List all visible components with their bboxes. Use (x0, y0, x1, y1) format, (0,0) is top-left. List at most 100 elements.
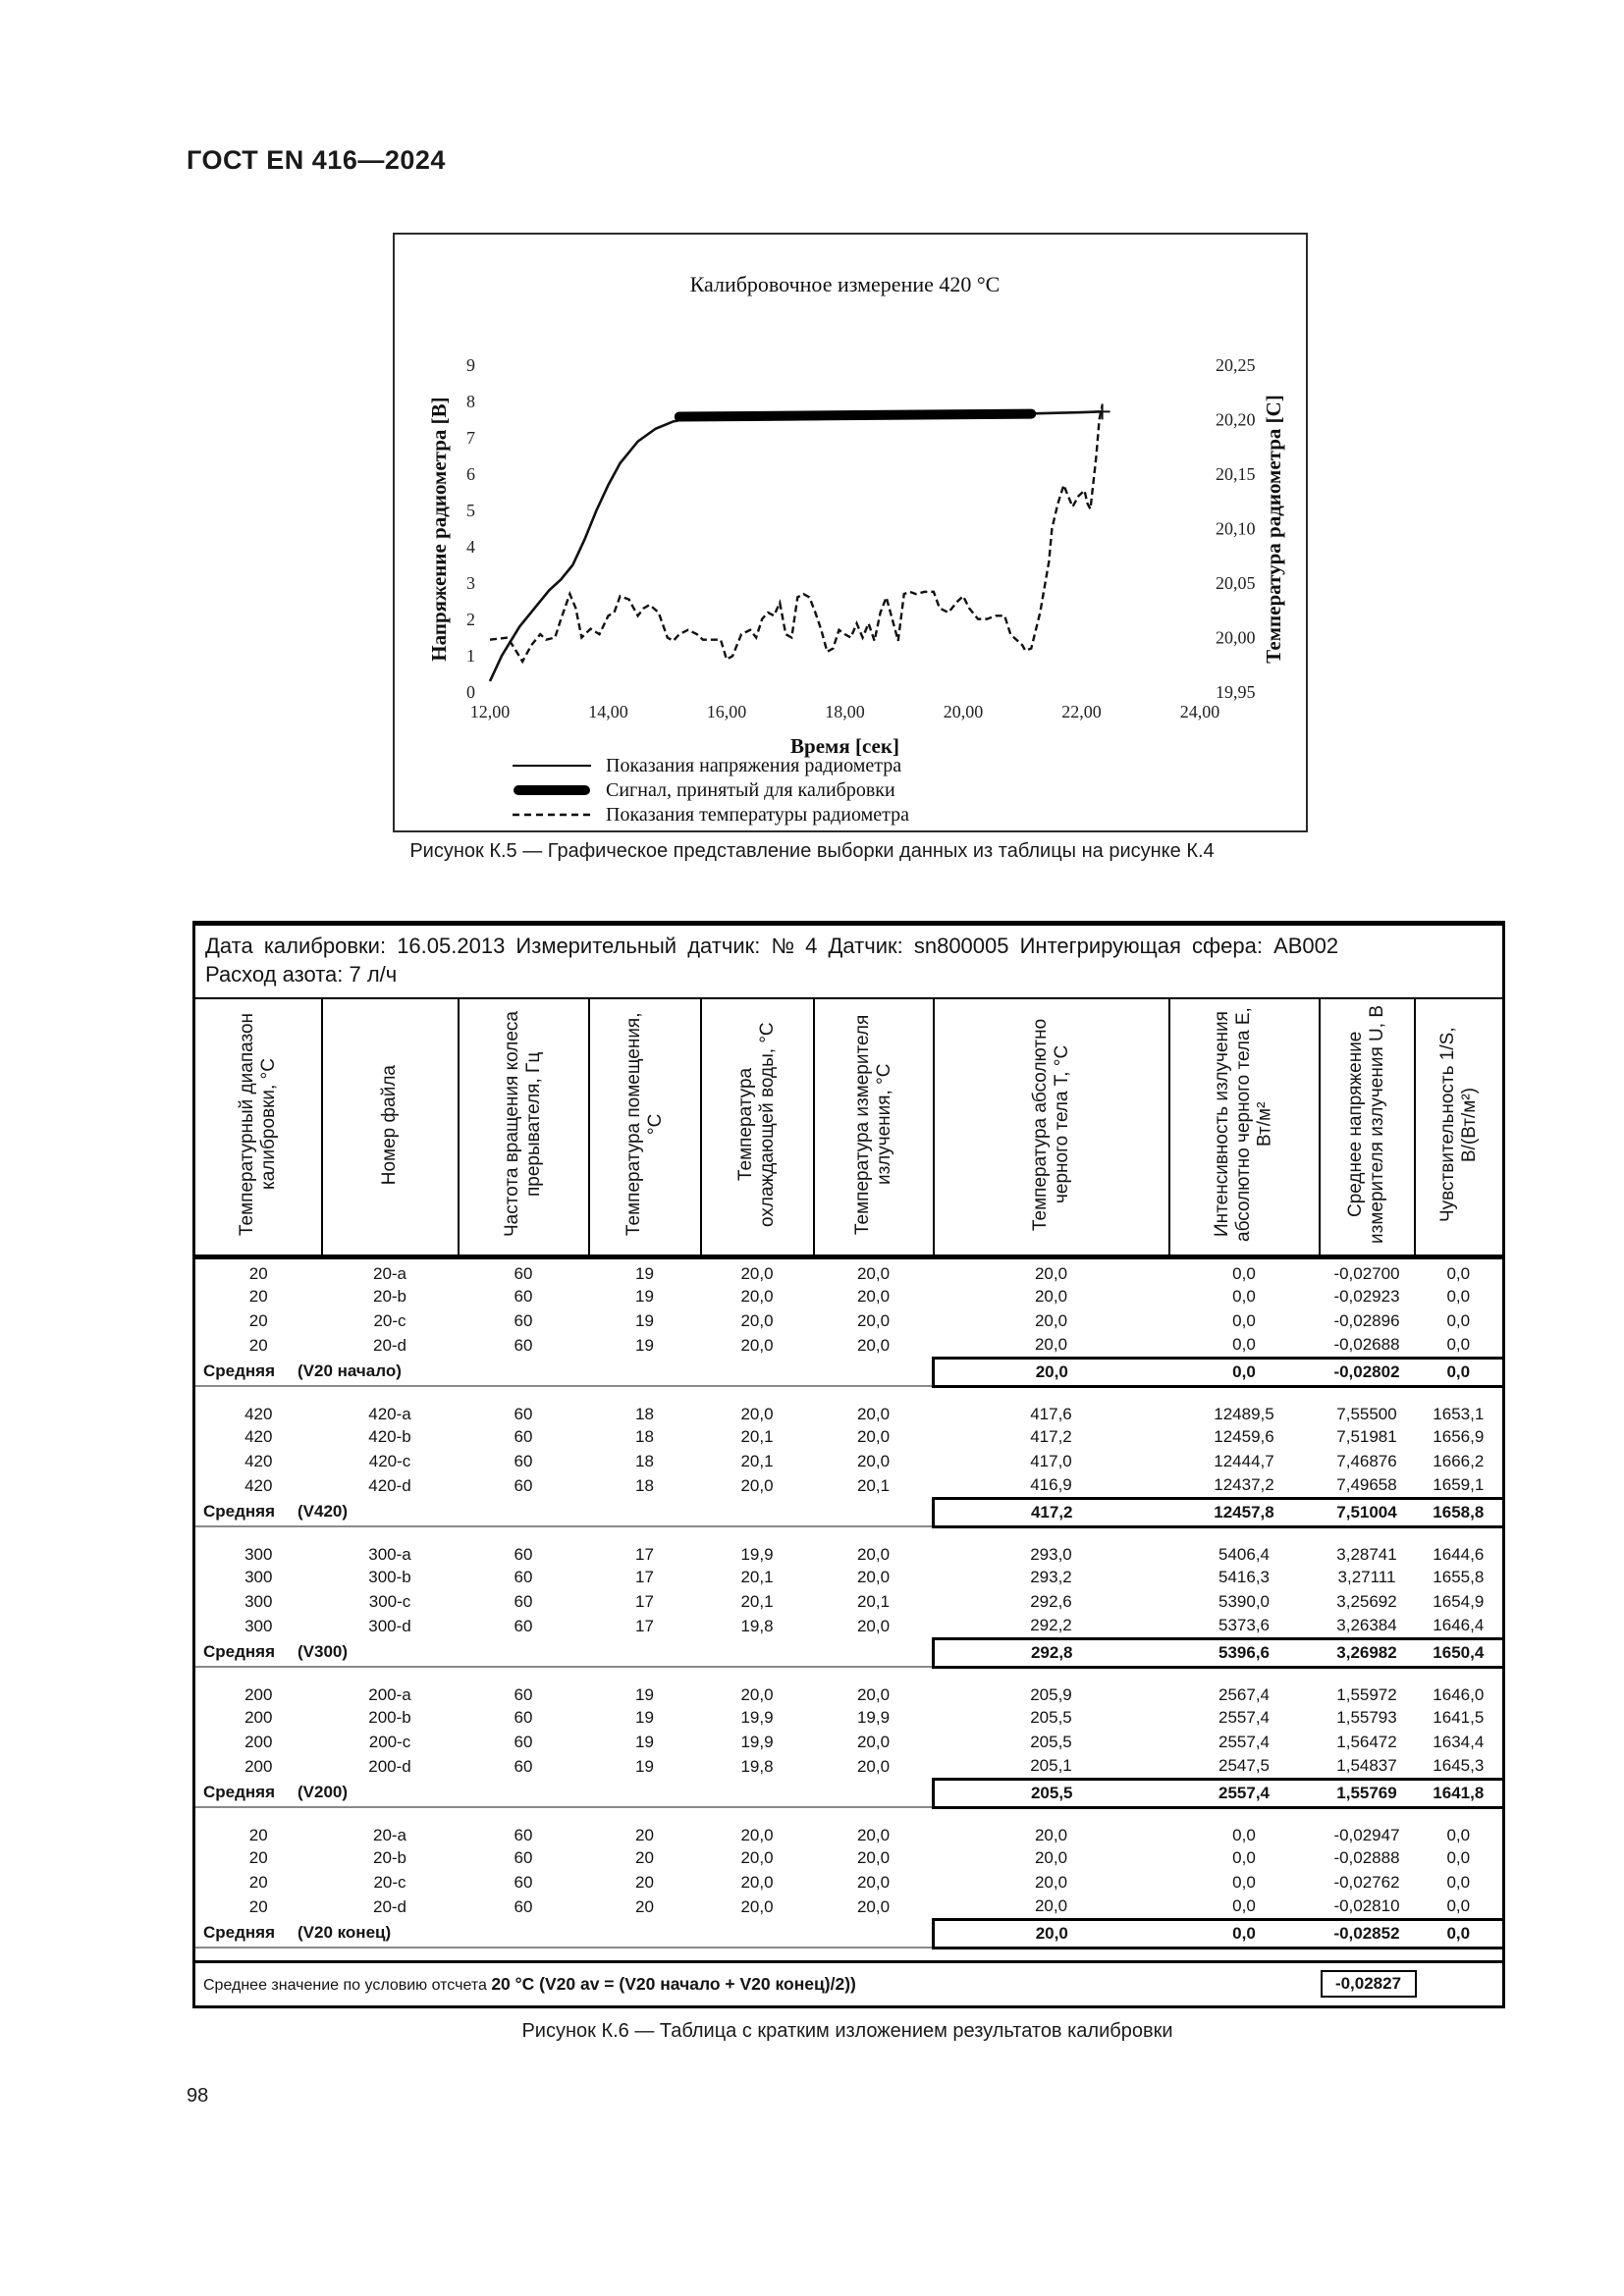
group-separator-row (193, 1947, 1504, 1962)
table-cell: 3,25692 (1336, 1591, 1397, 1611)
table-cell: 200-b (368, 1707, 411, 1727)
average-value-cell: 3,26982 (1319, 1636, 1415, 1669)
table-cell: 20 (248, 1335, 268, 1355)
legend-label: Показания напряжения радиометра (606, 755, 901, 776)
table-cell: 60 (514, 1591, 533, 1611)
table-cell: 20,0 (856, 1847, 891, 1867)
table-cell: 20,1 (856, 1475, 891, 1495)
table-cell: 20,0 (856, 1896, 891, 1916)
table-cell: 20,0 (740, 1335, 774, 1355)
left-axis-tick: 6 (466, 464, 475, 484)
average-row: Средняя (V20 конец) 20,0 0,0 -0,02852 0,0 (194, 1917, 1506, 1949)
table-cell: 19 (635, 1707, 654, 1727)
column-header-text: Температура абсолютно черного тела Т, °С (1029, 1018, 1072, 1231)
table-cell: 20,0 (740, 1264, 774, 1284)
table-cell: 1653,1 (1433, 1405, 1485, 1424)
table-row: 420 420-b 60 18 20,1 20,0 417,2 12459,6 7,51981 1… (194, 1424, 1504, 1449)
table-cell: 20 (248, 1872, 268, 1892)
table-cell: 300 (244, 1591, 273, 1611)
table-cell: 1634,4 (1433, 1732, 1485, 1751)
table-cell: 1659,1 (1433, 1474, 1485, 1494)
table-cell: 20,0 (1034, 1334, 1068, 1354)
table-row: 20 20-c 60 20 20,0 20,0 20,0 0,0 -0,02762 0,0 (194, 1870, 1504, 1895)
table-cell: 20,0 (740, 1896, 774, 1916)
table-cell: 205,5 (1030, 1707, 1072, 1727)
table-cell: -0,02888 (1333, 1847, 1400, 1867)
table-cell: 0,0 (1232, 1286, 1256, 1306)
table-cell: 19 (635, 1685, 654, 1705)
table-cell: 20 (635, 1847, 654, 1867)
table-cell: 0,0 (1446, 1264, 1471, 1284)
table-row: 20 20-a 60 19 20,0 20,0 20,0 0,0 -0,02700 0,0 (194, 1257, 1504, 1285)
table-cell: 0,0 (1232, 1872, 1256, 1892)
table-cell: 2567,4 (1218, 1685, 1270, 1705)
average-row: Средняя (V300) 292,8 5396,6 3,26982 1650,4 (194, 1636, 1506, 1669)
column-header: Температура измерителя излучения, °С (812, 997, 935, 1260)
table-cell: 420-a (368, 1405, 411, 1424)
right-axis-tick: 20,05 (1216, 573, 1256, 593)
table-cell: 20 (248, 1896, 268, 1916)
table-cell: 17 (635, 1567, 654, 1586)
x-axis-tick: 12,00 (470, 702, 511, 721)
table-cell: 17 (635, 1591, 654, 1611)
table-cell: 20,0 (1034, 1286, 1068, 1306)
table-cell: 20,0 (856, 1872, 891, 1892)
table-cell: 0,0 (1232, 1310, 1256, 1330)
table-cell: 19 (635, 1732, 654, 1751)
table-cell: 0,0 (1446, 1872, 1471, 1892)
end-marker-cross (1094, 403, 1110, 420)
summary-row: Среднее значение по условию отсчета 20 °… (193, 1959, 1504, 2007)
table-cell: 0,0 (1446, 1896, 1471, 1915)
table-cell: 0,0 (1232, 1826, 1256, 1845)
left-axis-tick: 5 (466, 501, 475, 520)
table-cell: 420 (244, 1451, 273, 1470)
table-cell: 7,51981 (1336, 1426, 1397, 1446)
left-axis-tick: 7 (466, 428, 475, 448)
table-cell: 3,28741 (1336, 1545, 1397, 1565)
column-header-text: Температурный диапазон калибровки, °С (236, 1013, 279, 1237)
average-sublabel: (V20 начало) (298, 1362, 402, 1381)
table-cell: 300 (244, 1567, 273, 1586)
column-header: Интенсивность излучения абсолютно черног… (1167, 997, 1321, 1260)
table-row: 20 20-a 60 20 20,0 20,0 20,0 0,0 -0,02947 0,0 (194, 1821, 1504, 1845)
chart-title: Калибровочное измерение 420 °С (690, 272, 1001, 296)
right-axis-tick: 20,25 (1216, 355, 1256, 375)
average-value-cell: 292,8 (932, 1636, 1169, 1669)
table-cell: 2557,4 (1218, 1732, 1270, 1751)
table-cell: 19,8 (740, 1756, 774, 1776)
right-axis-tick: 19,95 (1216, 682, 1256, 702)
column-header-text: Номер файла (379, 1064, 401, 1185)
right-axis-tick: 20,00 (1216, 628, 1256, 648)
average-value-cell: 5396,6 (1168, 1636, 1320, 1669)
table-cell: 20,1 (740, 1591, 774, 1611)
column-header-text: Интенсивность излучения абсолютно черног… (1212, 1007, 1275, 1243)
table-cell: 1655,8 (1433, 1567, 1485, 1586)
column-header: Температура охлаждающей воды, °С (699, 997, 815, 1260)
table-cell: 19,9 (856, 1707, 891, 1727)
table-row: 420 420-d 60 18 20,0 20,1 416,9 12437,2 7,49658 1… (194, 1473, 1504, 1498)
average-label-cell: Средняя (V300) (194, 1638, 934, 1667)
average-value-cell: 1,55769 (1319, 1777, 1415, 1809)
table-cell: 7,46876 (1336, 1451, 1397, 1470)
left-axis-tick: 9 (466, 355, 475, 375)
table-cell: 60 (514, 1847, 533, 1867)
table-cell: 300-d (368, 1616, 411, 1635)
table-cell: 292,6 (1030, 1591, 1072, 1611)
group-separator-cell (193, 1947, 1504, 1962)
table-row: 20 20-b 60 20 20,0 20,0 20,0 0,0 -0,02888 0,0 (194, 1845, 1504, 1870)
table-cell: 20-d (372, 1896, 407, 1916)
table-cell: 292,2 (1030, 1615, 1072, 1634)
table-cell: 300 (244, 1545, 273, 1565)
table-row: 200 200-d 60 19 19,8 20,0 205,1 2547,5 1,54837 16… (194, 1754, 1504, 1779)
table-cell: 12489,5 (1214, 1405, 1274, 1424)
table-cell: 60 (514, 1826, 533, 1845)
legend-label: Сигнал, принятый для калибровки (606, 779, 895, 801)
table-cell: 5373,6 (1218, 1615, 1270, 1634)
summary-formula: 20 °С (V20 av = (V20 начало + V20 конец)… (491, 1973, 856, 1994)
right-axis-tick: 20,10 (1216, 519, 1256, 539)
summary-text-cell: Среднее значение по условию отсчета 20 °… (193, 1959, 1320, 2007)
table-cell: 60 (514, 1426, 533, 1446)
calibration-chart: Калибровочное измерение 420 °С 0 1 2 3 4 5 6 7 8 9… (427, 272, 1285, 826)
column-header: Температура помещения, °С (587, 997, 702, 1260)
table-row: 20 20-c 60 19 20,0 20,0 20,0 0,0 -0,02896 0,0 (194, 1308, 1504, 1333)
